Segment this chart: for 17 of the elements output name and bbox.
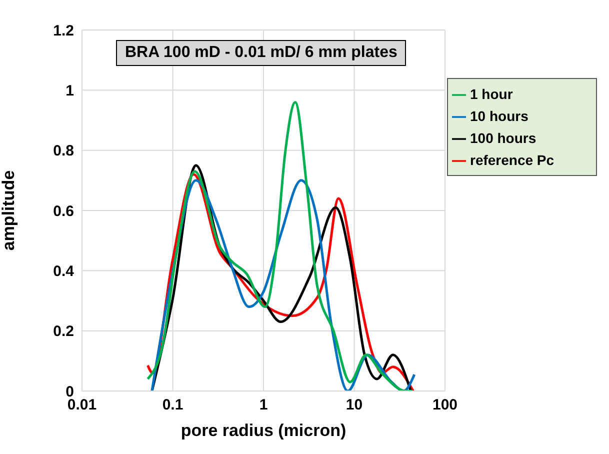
y-axis-title: amplitude (0, 170, 18, 251)
y-tick-label: 0.6 (53, 202, 74, 220)
legend-label: 10 hours (470, 108, 528, 124)
x-tick-label: 100 (432, 396, 458, 414)
x-tick-label: 1 (259, 396, 268, 414)
y-tick-label: 1.2 (53, 22, 74, 40)
y-tick-label: 0.4 (53, 262, 75, 280)
y-tick-label: 1 (66, 82, 74, 100)
y-tick-label: 0.8 (53, 142, 74, 160)
text: BRA 100 mD - 0.01 mD/ 6 mm plates (116, 40, 406, 66)
x-tick-label: 0.1 (162, 396, 184, 414)
legend-label: reference Pc (470, 152, 554, 168)
legend-label: 100 hours (470, 130, 536, 146)
legend-label: 1 hour (470, 86, 513, 102)
y-tick-label: 0.2 (53, 323, 74, 340)
x-tick-label: 10 (346, 396, 363, 414)
x-axis-title: pore radius (micron) (180, 421, 346, 440)
